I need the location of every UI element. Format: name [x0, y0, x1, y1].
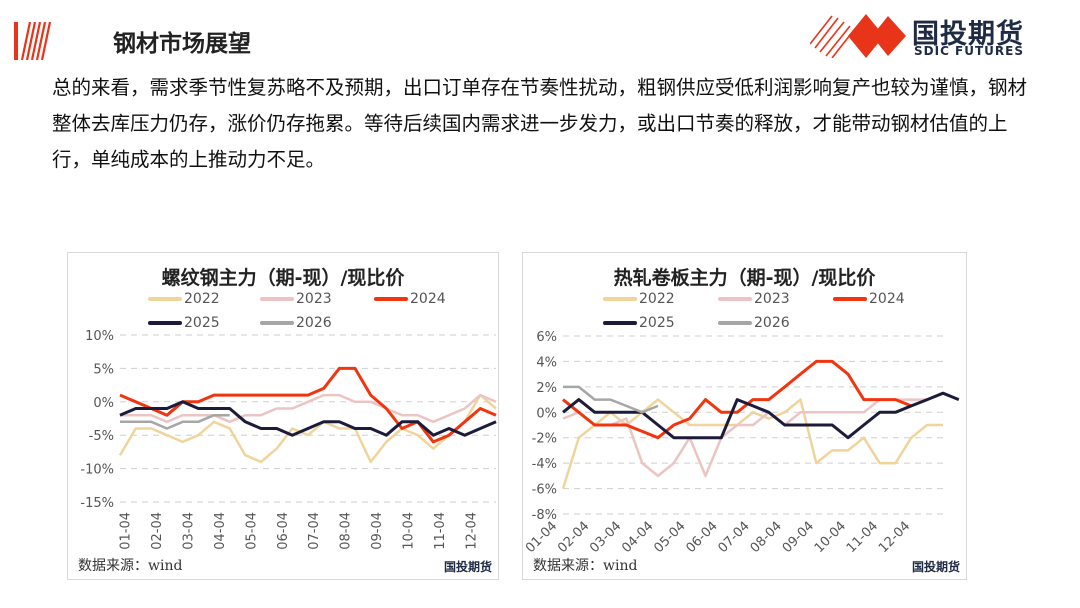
- series-line-2024: [562, 359, 912, 440]
- y-tick-label: 0%: [536, 406, 557, 421]
- series-line-2025: [119, 400, 497, 437]
- rebar-chart: 10% 5% 0% -5% -10% -15% 01-04 02-04 03-04 04-04 05…: [67, 252, 499, 580]
- hrc-chart: 6% 4% 2% 0% -2% -4% -6% -8% 01-04 02-04 03-04 04-04…: [522, 252, 967, 580]
- x-tick-label: 12-04: [465, 512, 480, 550]
- x-tick-label: 06-04: [276, 512, 291, 550]
- y-tick-label: 10%: [85, 329, 114, 344]
- x-tick-label: 11-04: [433, 512, 448, 550]
- header-stripe-mark-icon: [14, 22, 52, 60]
- y-tick-label: 4%: [536, 355, 557, 370]
- chart-source: 数据来源：wind: [78, 558, 183, 574]
- series-line-2023: [120, 393, 497, 424]
- legend-item-2026: 2026: [260, 315, 332, 331]
- series-line-2023: [562, 398, 928, 478]
- legend-label: 2025: [639, 315, 675, 331]
- y-tick-label: 6%: [536, 330, 557, 345]
- chart-svg: 10% 5% 0% -5% -10% -15% 01-04 02-04 03-04 04-04 05…: [80, 329, 497, 550]
- x-tick-label: 04-04: [213, 512, 228, 550]
- x-tick-label: 12-04: [876, 519, 913, 556]
- x-tick-label: 03-04: [587, 519, 624, 556]
- legend-item-2026: 2026: [718, 315, 790, 331]
- logo-text-en: SDIC FUTURES: [914, 44, 1025, 58]
- chart-title: 热轧卷板主力（期-现）/现比价: [613, 267, 876, 289]
- x-tick-label: 01-04: [523, 519, 560, 556]
- series-line-2026: [120, 413, 230, 430]
- x-tick-label: 08-04: [339, 512, 354, 550]
- x-tick-label: 10-04: [402, 512, 417, 550]
- y-tick-label: -15%: [80, 496, 114, 511]
- legend-swatch: [833, 297, 867, 301]
- legend-swatch: [718, 321, 752, 325]
- legend-swatch: [718, 297, 752, 301]
- x-tick-label: 02-04: [150, 512, 165, 550]
- x-tick-label: 04-04: [619, 519, 656, 556]
- x-tick-label: 09-04: [370, 512, 385, 550]
- x-tick-label: 05-04: [651, 519, 688, 556]
- x-tick-label: 10-04: [812, 519, 849, 556]
- x-tick-label: 09-04: [780, 519, 817, 556]
- y-tick-label: -8%: [532, 508, 557, 523]
- x-tick-label: 07-04: [716, 519, 753, 556]
- legend-swatch: [260, 297, 294, 301]
- y-tick-label: -6%: [532, 483, 557, 498]
- legend-label: 2026: [296, 315, 332, 331]
- legend-label: 2024: [410, 291, 446, 307]
- chart-svg: 6% 4% 2% 0% -2% -4% -6% -8%01-0402-0403-0404-04…: [523, 330, 960, 556]
- legend-item-2024: 2024: [374, 291, 446, 307]
- page-title: 钢材市场展望: [113, 31, 251, 57]
- chart-logo: 国投期货: [443, 560, 492, 574]
- x-tick-label: 11-04: [844, 519, 881, 556]
- logo-text-cn: 国投期货: [912, 19, 1024, 50]
- legend-label: 2022: [639, 291, 675, 307]
- legend-swatch: [260, 321, 294, 325]
- legend-item-2023: 2023: [718, 291, 790, 307]
- summary-paragraph: 总的来看，需求季节性复苏略不及预期，出口订单存在节奏性扰动，粗钢供应受低利润影响…: [52, 76, 1028, 171]
- legend-item-2023: 2023: [260, 291, 332, 307]
- chart-logo: 国投期货: [911, 560, 960, 574]
- y-tick-label: 0%: [93, 396, 114, 411]
- chart-source: 数据来源：wind: [533, 558, 638, 574]
- x-tick-label: 05-04: [244, 512, 259, 550]
- x-tick-label: 07-04: [307, 512, 322, 550]
- chart-title: 螺纹钢主力（期-现）/现比价: [161, 267, 405, 289]
- legend-label: 2024: [869, 291, 905, 307]
- legend-swatch: [148, 297, 182, 301]
- y-tick-label: 2%: [536, 381, 557, 396]
- legend-label: 2023: [296, 291, 332, 307]
- legend-swatch: [603, 321, 637, 325]
- x-tick-label: 01-04: [119, 512, 134, 550]
- legend-label: 2023: [754, 291, 790, 307]
- series-line-2026: [563, 385, 659, 414]
- legend-item-2025: 2025: [603, 315, 675, 331]
- legend-item-2022: 2022: [603, 291, 675, 307]
- legend-item-2025: 2025: [148, 315, 220, 331]
- x-tick-label: 03-04: [181, 512, 196, 550]
- y-tick-label: -5%: [89, 429, 114, 444]
- series-line-2022: [118, 393, 497, 464]
- y-tick-label: -10%: [80, 463, 114, 478]
- legend-item-2022: 2022: [148, 291, 220, 307]
- y-tick-label: -4%: [532, 457, 557, 472]
- legend-label: 2022: [184, 291, 220, 307]
- x-tick-label: 02-04: [555, 519, 592, 556]
- legend-label: 2026: [754, 315, 790, 331]
- x-tick-label: 06-04: [683, 519, 720, 556]
- legend-swatch: [148, 321, 182, 325]
- sdic-logo-icon: [810, 14, 906, 58]
- series-line-2025: [562, 391, 960, 440]
- legend-label: 2025: [184, 315, 220, 331]
- x-tick-label: 08-04: [748, 519, 785, 556]
- y-tick-label: -2%: [532, 432, 557, 447]
- legend-swatch: [374, 297, 408, 301]
- y-tick-label: 5%: [93, 362, 114, 377]
- legend-swatch: [603, 297, 637, 301]
- legend-item-2024: 2024: [833, 291, 905, 307]
